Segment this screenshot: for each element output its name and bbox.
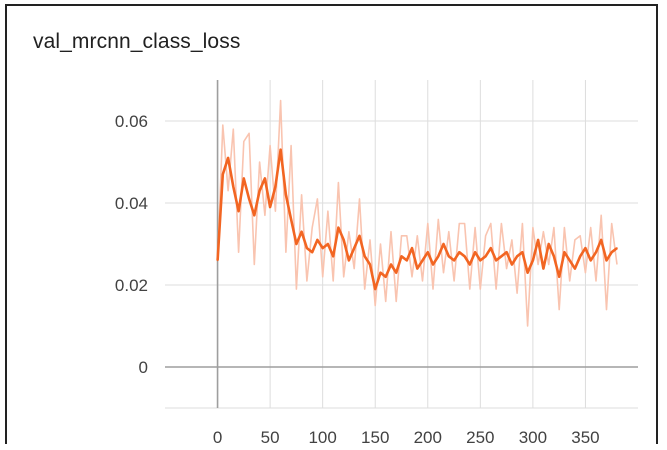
data-point — [589, 259, 592, 262]
data-point — [353, 247, 356, 249]
data-point — [264, 177, 266, 180]
data-point — [274, 185, 277, 188]
x-tick-label: 350 — [571, 428, 599, 447]
data-point — [605, 259, 608, 262]
smoothed-series-layer — [216, 148, 618, 291]
x-tick-label: 300 — [519, 428, 547, 447]
data-point — [332, 255, 334, 258]
data-point — [348, 259, 350, 262]
data-point — [358, 235, 361, 237]
data-point — [232, 185, 235, 188]
data-point — [532, 259, 534, 262]
data-point — [500, 255, 503, 258]
data-point — [342, 239, 345, 241]
x-tick-label: 50 — [261, 428, 280, 447]
data-point — [426, 251, 429, 253]
data-point — [222, 173, 224, 176]
data-point — [227, 157, 229, 159]
data-point — [442, 243, 445, 245]
data-point — [237, 210, 240, 212]
data-point — [542, 267, 545, 270]
data-point — [258, 189, 261, 192]
data-point — [384, 276, 387, 278]
data-point — [416, 267, 419, 270]
data-point — [595, 251, 597, 253]
data-point — [616, 247, 618, 249]
data-point — [300, 230, 303, 233]
data-point — [505, 251, 508, 253]
data-point — [379, 271, 382, 274]
data-point — [568, 259, 571, 262]
data-point — [458, 251, 461, 253]
y-tick-label: 0 — [139, 358, 148, 377]
data-point — [479, 259, 482, 262]
data-point — [243, 177, 245, 180]
data-point — [463, 255, 466, 258]
x-tick-label: 150 — [361, 428, 389, 447]
chart-card — [5, 4, 658, 444]
data-point — [600, 239, 603, 241]
data-point — [327, 243, 329, 245]
x-tick-label: 200 — [414, 428, 442, 447]
raw-series-layer — [216, 99, 618, 327]
data-point — [316, 239, 319, 241]
data-point — [279, 148, 282, 151]
data-point — [369, 263, 371, 266]
x-tick-label: 0 — [213, 428, 222, 447]
data-point — [553, 255, 555, 258]
data-point — [610, 251, 613, 253]
y-tick-label: 0.04 — [115, 194, 148, 213]
data-point — [516, 255, 518, 258]
data-point — [432, 263, 434, 266]
data-point — [405, 259, 408, 262]
data-point — [469, 263, 471, 266]
data-point — [584, 247, 587, 249]
chart-title: val_mrcnn_class_loss — [33, 30, 241, 53]
data-point — [563, 251, 566, 253]
data-point — [574, 267, 576, 270]
data-point — [248, 198, 250, 200]
data-point — [579, 255, 581, 258]
data-point — [558, 276, 560, 278]
data-point — [285, 194, 287, 196]
data-point — [521, 251, 524, 253]
data-point — [363, 255, 366, 258]
data-point — [295, 243, 298, 245]
data-point — [490, 247, 492, 249]
data-point — [253, 214, 256, 217]
data-point — [437, 255, 440, 258]
x-tick-label: 250 — [466, 428, 494, 447]
data-point — [216, 259, 219, 262]
data-point — [453, 259, 455, 262]
x-tick-label: 100 — [308, 428, 336, 447]
data-point — [337, 226, 340, 229]
data-point — [311, 251, 313, 253]
data-point — [400, 255, 403, 258]
data-point — [537, 239, 539, 241]
data-point — [526, 271, 529, 274]
y-tick-label: 0.02 — [115, 276, 148, 295]
data-point — [306, 247, 308, 249]
data-point — [474, 251, 476, 253]
data-point — [484, 255, 487, 258]
data-point — [390, 263, 392, 266]
data-point — [495, 259, 497, 262]
data-point — [547, 243, 550, 245]
y-tick-label: 0.06 — [115, 112, 148, 131]
data-point — [411, 247, 413, 249]
data-point — [374, 288, 377, 290]
data-point — [511, 263, 513, 266]
raw-loss-line — [216, 99, 618, 327]
data-point — [321, 247, 324, 249]
data-point — [290, 218, 292, 221]
data-point — [269, 206, 271, 208]
grid-lines — [165, 80, 638, 409]
data-point — [421, 259, 424, 262]
data-point — [395, 271, 398, 274]
tick-labels: 0 50 100 150 200 250 300 350 0 0.02 0.04 0.06 — [115, 112, 600, 447]
data-point — [448, 255, 450, 258]
